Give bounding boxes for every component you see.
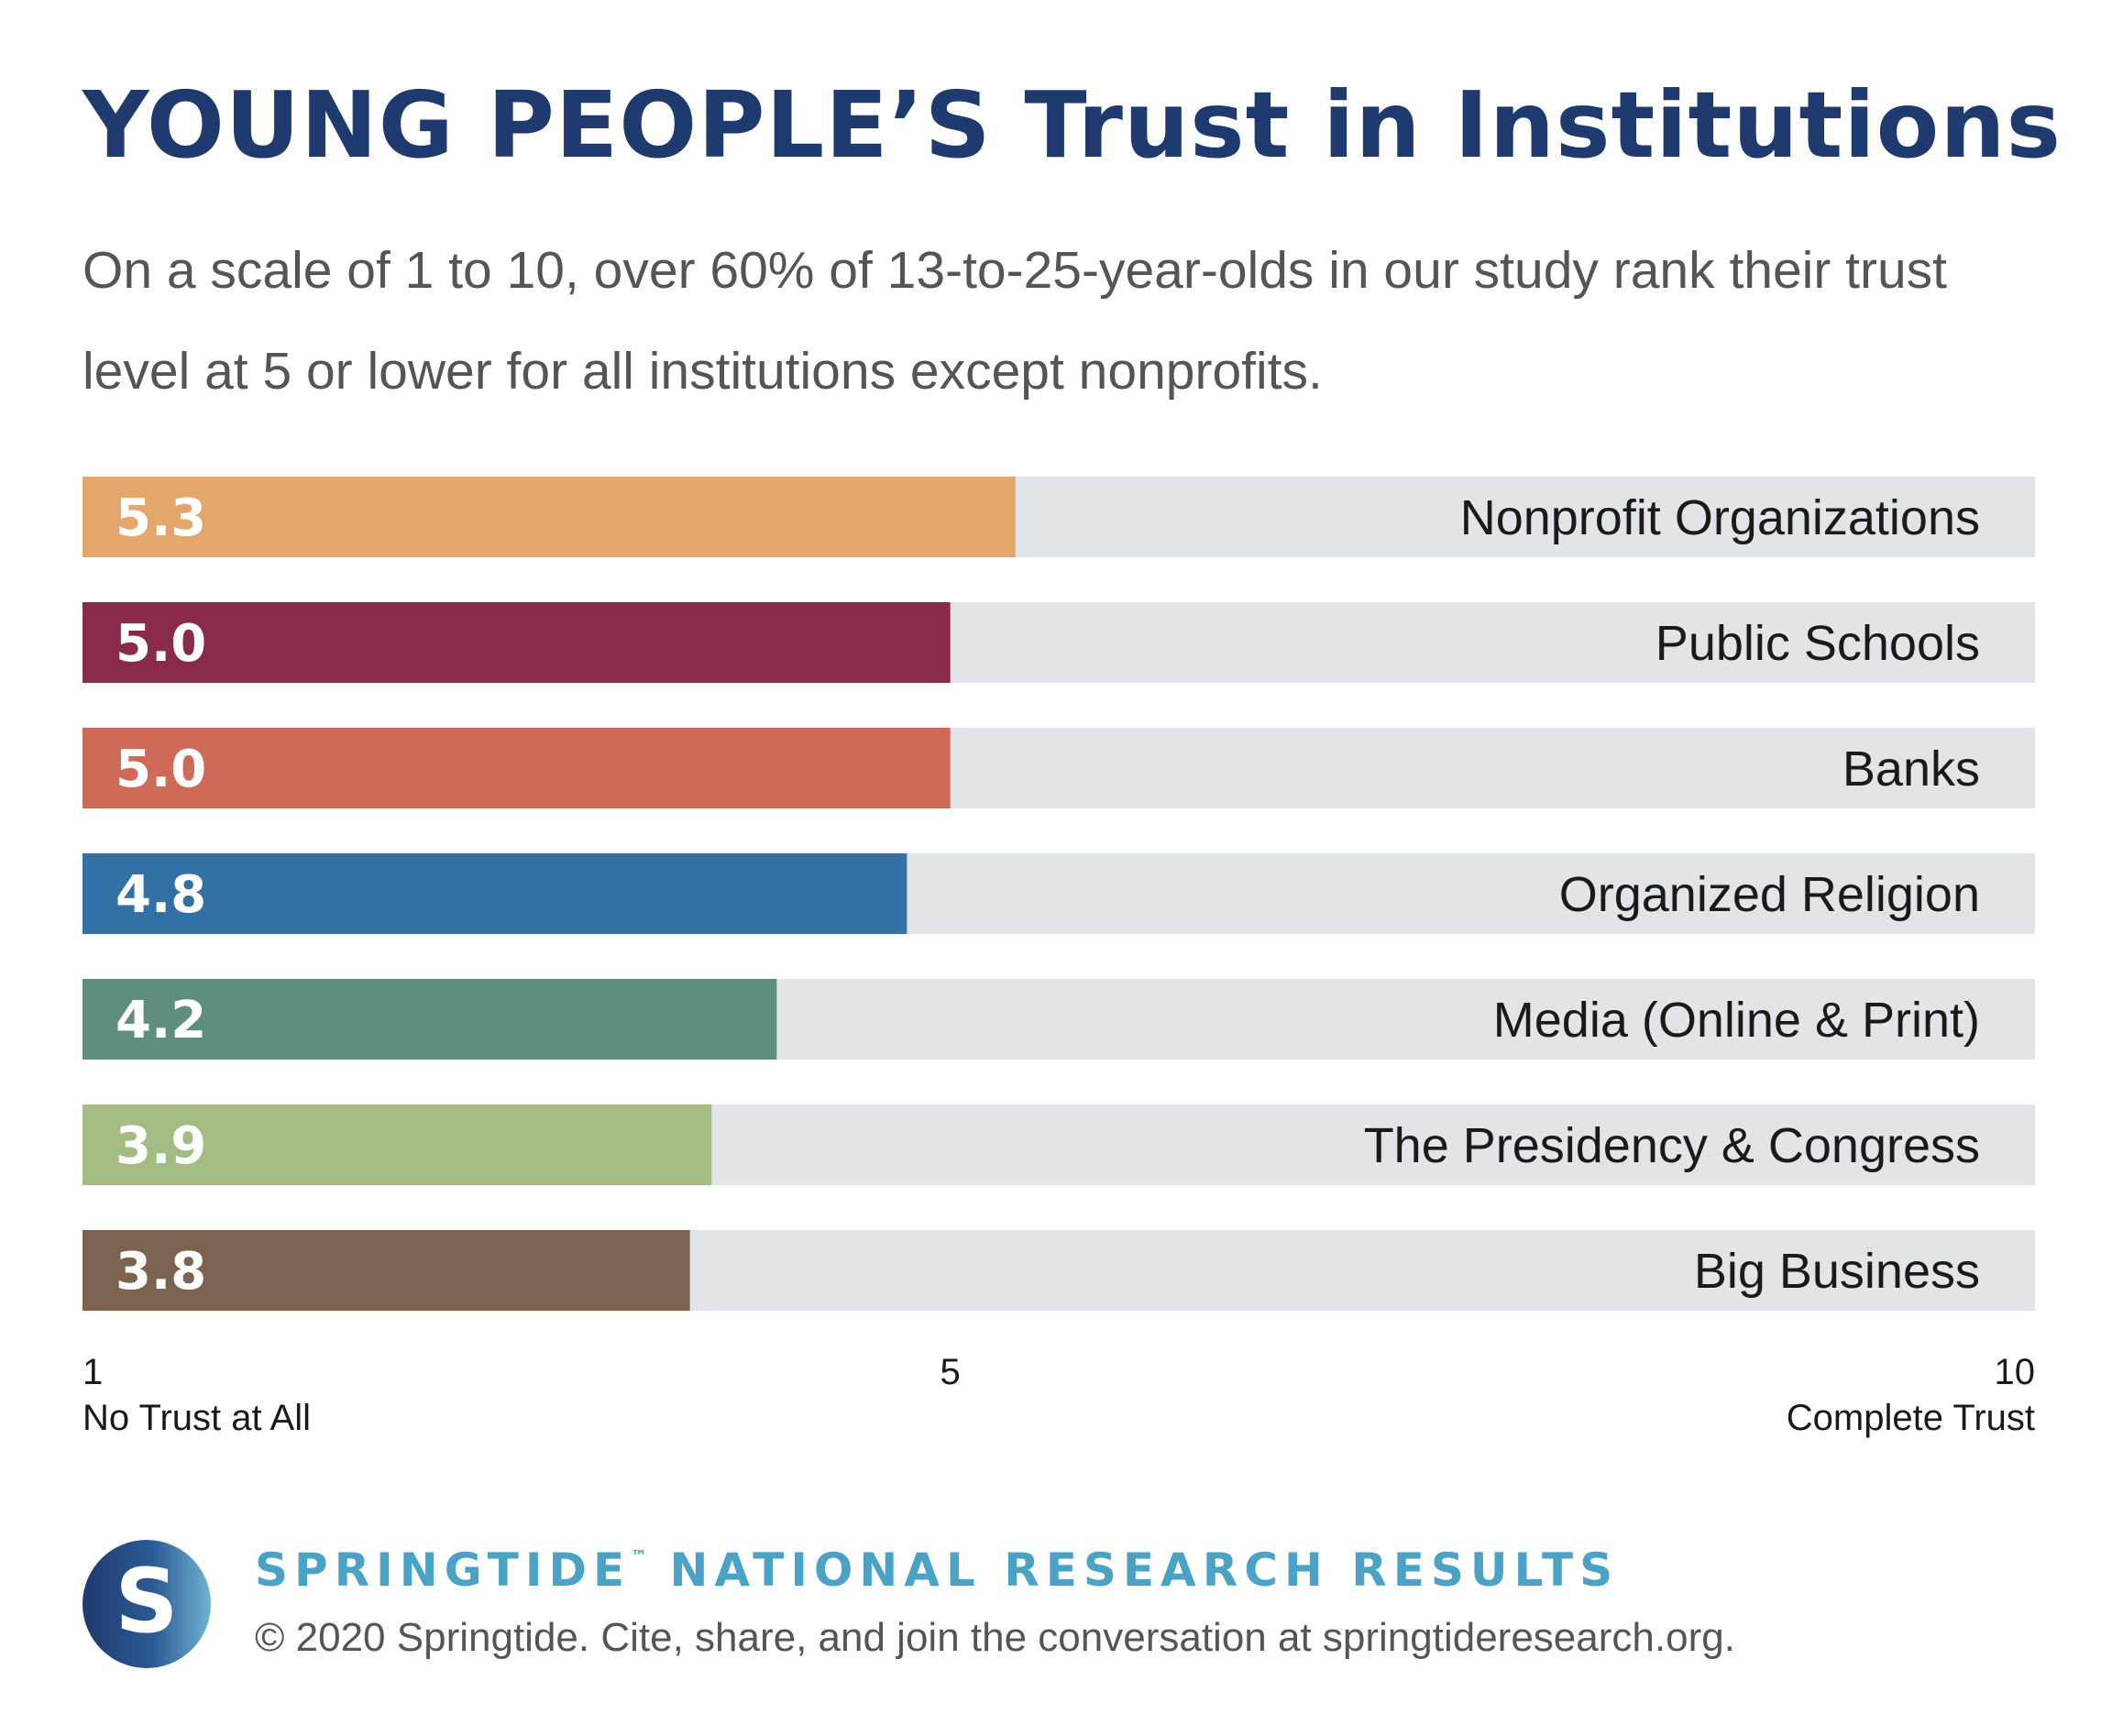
axis-tick-label: 10 — [1995, 1352, 2036, 1392]
bar-category-label: Media (Online & Print) — [1493, 993, 1980, 1048]
bar-row: 3.9 The Presidency & Congress — [82, 1104, 2035, 1185]
bar-row: 5.3 Nonprofit Organizations — [82, 477, 2035, 557]
bar-category-label: Public Schools — [1656, 616, 1980, 671]
bar-value-label: 3.8 — [116, 1242, 206, 1302]
footer-brand: SPRINGTIDE™ NATIONAL RESEARCH RESULTS — [255, 1544, 1619, 1597]
axis-tick-caption: No Trust at All — [82, 1398, 311, 1438]
trust-bar-chart: 5.3 Nonprofit Organizations 5.0 Public Scho… — [82, 477, 2036, 1438]
bar-value-label: 4.8 — [116, 865, 206, 925]
bar — [82, 477, 1016, 557]
chart-subtitle: On a scale of 1 to 10, over 60% of 13-to… — [82, 241, 1948, 401]
chart-title: YOUNG PEOPLE’S Trust in Institutions — [82, 71, 2062, 179]
bar — [82, 979, 777, 1060]
footer-copyright: © 2020 Springtide. Cite, share, and join… — [255, 1615, 1735, 1660]
footer-brand-name: SPRINGTIDE — [255, 1544, 632, 1597]
bar-value-label: 3.9 — [116, 1116, 206, 1176]
bar-row: 4.8 Organized Religion — [82, 853, 2035, 934]
bar — [82, 602, 951, 683]
bar-category-label: Big Business — [1694, 1244, 1980, 1299]
bar-category-label: Banks — [1842, 742, 1980, 797]
bar-category-label: The Presidency & Congress — [1364, 1118, 1980, 1173]
bar-value-label: 5.0 — [116, 740, 206, 799]
bar-row: 3.8 Big Business — [82, 1230, 2035, 1311]
bar-row: 5.0 Public Schools — [82, 602, 2035, 683]
bar-value-label: 5.0 — [116, 614, 206, 674]
footer-brand-rest: NATIONAL RESEARCH RESULTS — [647, 1544, 1620, 1597]
bar — [82, 728, 951, 808]
bar-category-label: Nonprofit Organizations — [1460, 490, 1980, 545]
axis-tick-label: 1 — [82, 1352, 103, 1392]
bar — [82, 1104, 712, 1185]
bar-category-label: Organized Religion — [1559, 867, 1980, 922]
springtide-logo-icon: S — [82, 1540, 211, 1668]
axis-tick-label: 5 — [940, 1352, 961, 1392]
bar-value-label: 5.3 — [116, 489, 206, 548]
logo-letter: S — [115, 1550, 178, 1653]
trademark-mark: ™ — [631, 1547, 648, 1566]
bar-row: 5.0 Banks — [82, 728, 2035, 808]
bar-value-label: 4.2 — [116, 991, 206, 1050]
bar-row: 4.2 Media (Online & Print) — [82, 979, 2035, 1060]
bar — [82, 853, 908, 934]
bar — [82, 1230, 690, 1311]
axis-tick-caption: Complete Trust — [1787, 1398, 2035, 1438]
